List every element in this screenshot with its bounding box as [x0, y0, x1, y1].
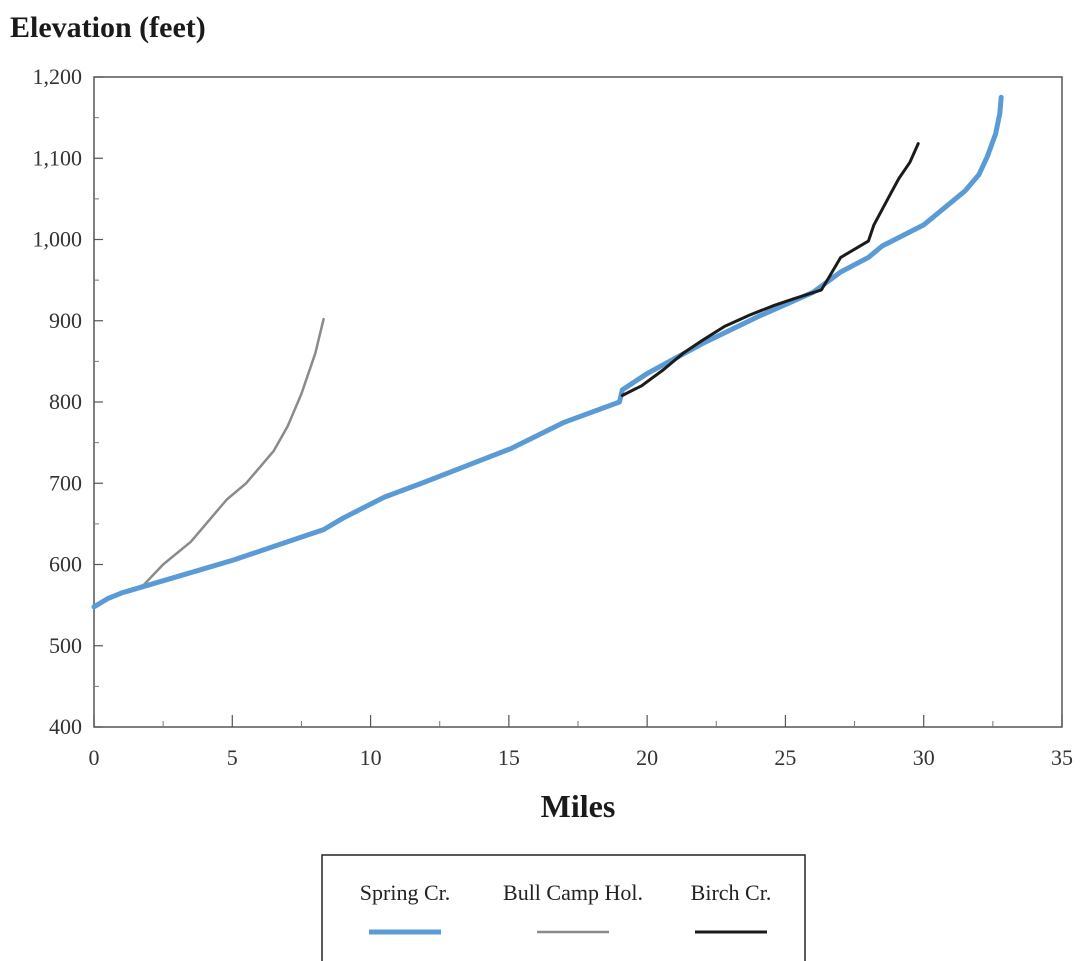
y-tick-label: 1,100	[33, 145, 83, 170]
y-tick-label: 1,200	[33, 64, 83, 89]
series-line-birch-cr	[620, 142, 920, 397]
series-line-bull-camp-hol	[120, 317, 325, 596]
legend-label: Birch Cr.	[691, 880, 772, 905]
x-tick-label: 10	[360, 745, 382, 770]
x-axis-title: Miles	[541, 788, 616, 824]
legend-box	[321, 854, 806, 961]
y-tick-label: 600	[49, 552, 82, 577]
legend-label: Bull Camp Hol.	[503, 880, 643, 905]
x-tick-label: 35	[1051, 745, 1073, 770]
y-axis-title: Elevation (feet)	[10, 11, 206, 44]
y-tick-label: 700	[49, 470, 82, 495]
y-tick-label: 900	[49, 308, 82, 333]
y-tick-label: 500	[49, 633, 82, 658]
data-series	[91, 94, 1004, 610]
y-tick-label: 1,000	[33, 227, 83, 252]
x-tick-label: 25	[774, 745, 796, 770]
x-tick-label: 5	[227, 745, 238, 770]
legend: Spring Cr. Bull Camp Hol. Birch Cr.	[321, 854, 806, 961]
x-tick-label: 0	[89, 745, 100, 770]
y-tick-label: 400	[49, 714, 82, 739]
plot-frame	[93, 76, 1063, 728]
x-tick-label: 30	[913, 745, 935, 770]
x-tick-label: 20	[636, 745, 658, 770]
y-axis-ticks: 400 500 600 700 800 900 1,000 1,100 1,200	[33, 64, 103, 739]
legend-label: Spring Cr.	[360, 880, 450, 905]
x-axis-ticks: 0 5 10 15 20 25 30 35	[89, 715, 1073, 770]
series-line-spring-cr	[91, 94, 1004, 610]
x-tick-label: 15	[498, 745, 520, 770]
y-tick-label: 800	[49, 389, 82, 414]
plot-area	[93, 76, 1063, 728]
